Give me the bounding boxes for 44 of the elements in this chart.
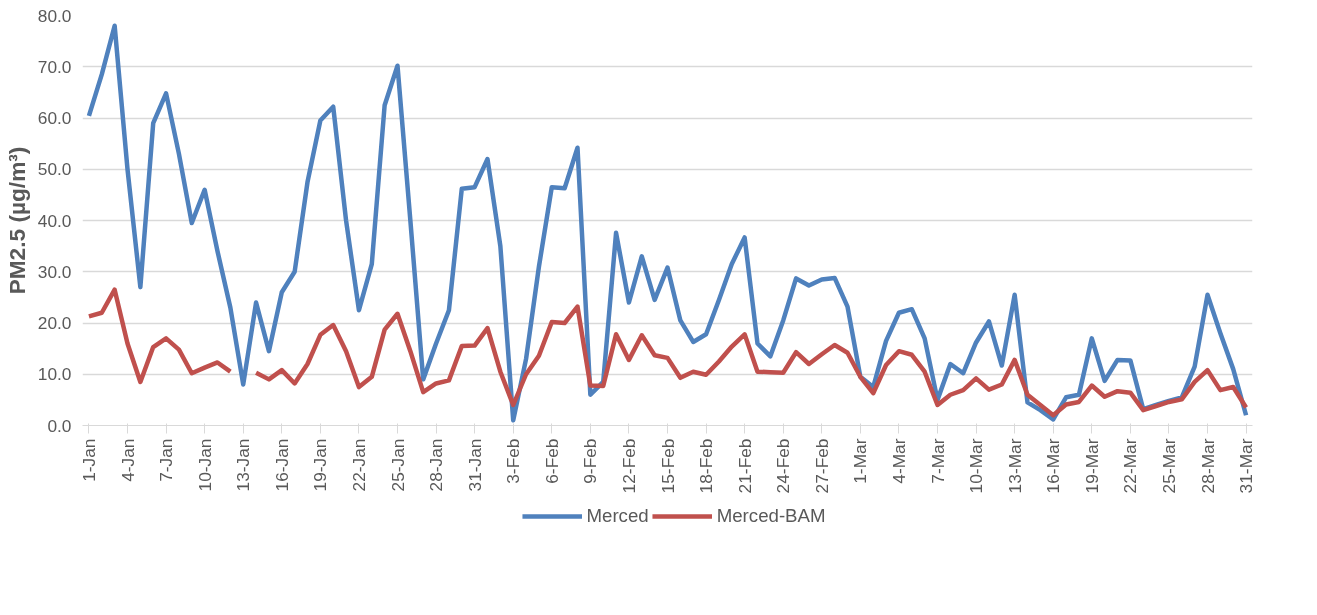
x-tick-label: 3-Feb [503,438,524,484]
x-tick-label: 18-Feb [696,438,717,494]
x-tick-label: 25-Jan [387,438,408,492]
x-tick-label: 10-Jan [194,438,215,492]
y-tick-label: 40.0 [37,210,72,231]
x-tick-label: 27-Feb [811,438,832,494]
y-tick-label: 60.0 [37,108,72,128]
y-tick-label: 20.0 [37,313,72,333]
x-tick-label: 22-Jan [348,438,369,492]
x-tick-label: 4-Jan [117,438,138,482]
x-tick-label: 19-Jan [310,438,331,492]
line-series [86,23,1249,423]
y-tick-label: 10.0 [37,364,72,385]
x-tick-label: 13-Jan [233,438,254,492]
x-tick-label: 19-Mar [1081,438,1102,494]
y-tick-label: 80.0 [37,5,72,26]
y-tick-label: 70.0 [37,56,72,77]
legend-label: Merced-BAM [716,505,826,527]
x-tick-label: 25-Mar [1158,438,1179,494]
legend-label: Merced [586,505,649,527]
x-tick-label: 12-Feb [618,438,639,494]
x-tick-label: 16-Mar [1043,438,1064,494]
x-tick-label: 4-Mar [888,438,909,484]
x-tick-label: 31-Jan [464,438,485,492]
x-tick-label: 7-Mar [927,438,948,484]
x-tick-label: 1-Jan [78,438,99,482]
y-axis-title: PM2.5 (µg/m³) [3,146,30,295]
y-tick-label: 50.0 [37,159,72,180]
x-tick-label: 9-Feb [580,438,601,484]
x-tick-label: 1-Mar [850,438,871,484]
x-tick-label: 28-Jan [426,438,447,492]
x-tick-label: 24-Feb [773,438,794,494]
x-tick-label: 15-Feb [657,438,678,494]
x-tick-label: 6-Feb [541,438,562,484]
x-tick-label: 31-Mar [1236,438,1257,494]
y-tick-label: 0.0 [47,415,72,436]
x-tick-label: 10-Mar [966,438,987,494]
x-tick-label: 16-Jan [271,438,292,492]
x-tick-label: 22-Mar [1120,438,1141,494]
x-tick-label: 21-Feb [734,438,755,494]
x-tick-label: 13-Mar [1004,438,1025,494]
x-tick-label: 28-Mar [1197,438,1218,494]
y-tick-label: 30.0 [37,261,72,282]
x-tick-label: 7-Jan [156,438,177,482]
